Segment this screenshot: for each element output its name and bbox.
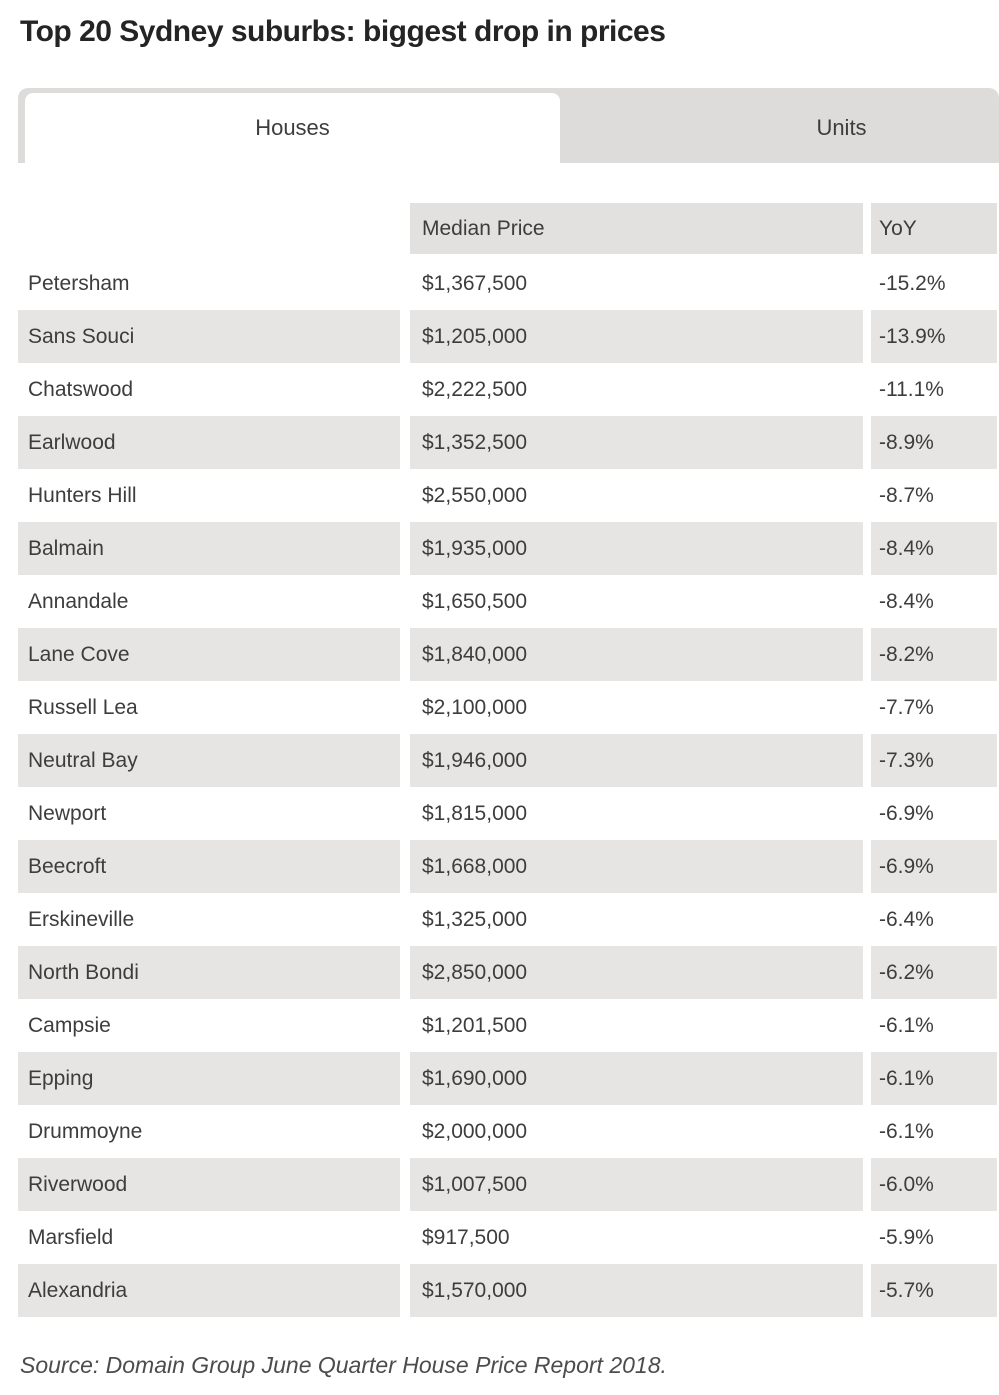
tab-units-label: Units (816, 115, 867, 140)
yoy-cell: -11.1% (879, 377, 944, 401)
table-row: Annandale $1,650,500 -8.4% (18, 575, 999, 628)
tab-houses-label: Houses (255, 115, 330, 140)
suburb-cell: Epping (18, 1052, 400, 1105)
table-row: Beecroft $1,668,000 -6.9% (18, 840, 999, 893)
table-row: Alexandria $1,570,000 -5.7% (18, 1264, 999, 1317)
suburb-cell: Erskineville (28, 907, 135, 931)
col-header-suburb (18, 203, 400, 254)
table-row: Russell Lea $2,100,000 -7.7% (18, 681, 999, 734)
table-row: Riverwood $1,007,500 -6.0% (18, 1158, 999, 1211)
suburb-cell: Russell Lea (28, 695, 138, 719)
table-row: Erskineville $1,325,000 -6.4% (18, 893, 999, 946)
table-row: Drummoyne $2,000,000 -6.1% (18, 1105, 999, 1158)
median-price-cell: $1,935,000 (410, 522, 863, 575)
suburb-cell: Annandale (28, 589, 129, 613)
suburb-cell: Campsie (28, 1013, 111, 1037)
median-price-cell: $917,500 (422, 1225, 510, 1249)
median-price-cell: $1,840,000 (410, 628, 863, 681)
suburb-cell: North Bondi (18, 946, 400, 999)
median-price-cell: $1,815,000 (422, 801, 528, 825)
yoy-cell: -7.3% (871, 734, 997, 787)
median-price-cell: $1,650,500 (422, 589, 528, 613)
col-header-median-price: Median Price (410, 203, 863, 254)
median-price-cell: $2,000,000 (422, 1119, 528, 1143)
suburb-cell: Balmain (18, 522, 400, 575)
median-price-cell: $1,352,500 (410, 416, 863, 469)
yoy-cell: -8.4% (871, 522, 997, 575)
yoy-cell: -6.1% (879, 1013, 934, 1037)
suburb-cell: Chatswood (28, 377, 134, 401)
yoy-cell: -6.1% (879, 1119, 934, 1143)
suburb-cell: Sans Souci (18, 310, 400, 363)
suburb-cell: Marsfield (28, 1225, 114, 1249)
yoy-cell: -6.0% (871, 1158, 997, 1211)
median-price-cell: $1,325,000 (422, 907, 528, 931)
table-row: Epping $1,690,000 -6.1% (18, 1052, 999, 1105)
table-row: Marsfield $917,500 -5.9% (18, 1211, 999, 1264)
source-note: Source: Domain Group June Quarter House … (20, 1352, 667, 1378)
median-price-cell: $1,690,000 (410, 1052, 863, 1105)
yoy-cell: -8.2% (871, 628, 997, 681)
suburb-cell: Lane Cove (18, 628, 400, 681)
col-header-yoy: YoY (871, 203, 997, 254)
price-table: Median Price YoY Petersham $1,367,500 -15.… (18, 203, 999, 1317)
table-row: Lane Cove $1,840,000 -8.2% (18, 628, 999, 681)
yoy-cell: -6.4% (879, 907, 934, 931)
suburb-cell: Earlwood (18, 416, 400, 469)
suburb-cell: Newport (28, 801, 107, 825)
median-price-cell: $1,570,000 (410, 1264, 863, 1317)
table-row: Campsie $1,201,500 -6.1% (18, 999, 999, 1052)
tab-houses[interactable]: Houses (25, 93, 560, 163)
suburb-cell: Petersham (28, 271, 130, 295)
table-row: Petersham $1,367,500 -15.2% (18, 257, 999, 310)
tab-units[interactable]: Units (560, 93, 999, 163)
table-row: Balmain $1,935,000 -8.4% (18, 522, 999, 575)
suburb-cell: Riverwood (18, 1158, 400, 1211)
table-row: Hunters Hill $2,550,000 -8.7% (18, 469, 999, 522)
suburb-cell: Neutral Bay (18, 734, 400, 787)
yoy-cell: -6.9% (871, 840, 997, 893)
median-price-cell: $1,201,500 (422, 1013, 528, 1037)
yoy-cell: -7.7% (879, 695, 934, 719)
yoy-cell: -5.9% (879, 1225, 934, 1249)
yoy-cell: -6.2% (871, 946, 997, 999)
median-price-cell: $1,946,000 (410, 734, 863, 787)
table-row: Neutral Bay $1,946,000 -7.3% (18, 734, 999, 787)
median-price-cell: $1,007,500 (410, 1158, 863, 1211)
table-row: Earlwood $1,352,500 -8.9% (18, 416, 999, 469)
yoy-cell: -6.9% (879, 801, 934, 825)
table-row: Chatswood $2,222,500 -11.1% (18, 363, 999, 416)
median-price-cell: $2,100,000 (422, 695, 528, 719)
table-body: Petersham $1,367,500 -15.2% Sans Souci $1,20… (18, 257, 999, 1317)
suburb-cell: Beecroft (18, 840, 400, 893)
suburb-cell: Hunters Hill (28, 483, 137, 507)
yoy-cell: -5.7% (871, 1264, 997, 1317)
yoy-cell: -8.7% (879, 483, 934, 507)
median-price-cell: $2,550,000 (422, 483, 528, 507)
table-row: North Bondi $2,850,000 -6.2% (18, 946, 999, 999)
median-price-cell: $2,222,500 (422, 377, 528, 401)
yoy-cell: -8.9% (871, 416, 997, 469)
yoy-cell: -6.1% (871, 1052, 997, 1105)
yoy-cell: -15.2% (879, 271, 946, 295)
median-price-cell: $2,850,000 (410, 946, 863, 999)
suburb-cell: Alexandria (18, 1264, 400, 1317)
tab-bar: Houses Units (18, 88, 999, 163)
table-row: Newport $1,815,000 -6.9% (18, 787, 999, 840)
yoy-cell: -8.4% (879, 589, 934, 613)
median-price-cell: $1,367,500 (422, 271, 528, 295)
median-price-cell: $1,668,000 (410, 840, 863, 893)
median-price-cell: $1,205,000 (410, 310, 863, 363)
page-title: Top 20 Sydney suburbs: biggest drop in p… (20, 15, 666, 48)
yoy-cell: -13.9% (871, 310, 997, 363)
suburb-cell: Drummoyne (28, 1119, 143, 1143)
table-header-row: Median Price YoY (18, 203, 999, 254)
table-row: Sans Souci $1,205,000 -13.9% (18, 310, 999, 363)
